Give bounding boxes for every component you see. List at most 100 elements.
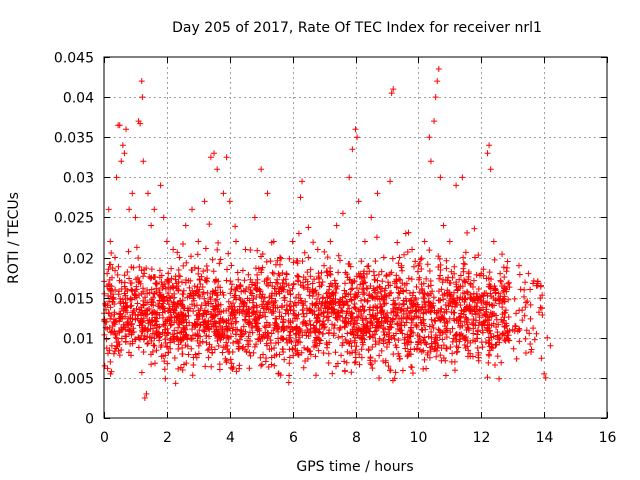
- data-point: [153, 347, 160, 354]
- data-point: [295, 352, 302, 359]
- data-point: [262, 324, 269, 331]
- data-point: [211, 346, 218, 353]
- data-point: [391, 336, 398, 343]
- data-point: [314, 246, 321, 253]
- data-point: [346, 174, 353, 181]
- data-point: [491, 283, 498, 290]
- data-point: [503, 286, 510, 293]
- data-point: [190, 308, 197, 315]
- data-point: [271, 362, 278, 369]
- data-point: [286, 354, 293, 361]
- data-point: [140, 273, 147, 280]
- data-point: [344, 348, 351, 355]
- data-point: [167, 339, 174, 346]
- data-point: [409, 246, 416, 253]
- y-tick-label: 0.005: [54, 372, 94, 388]
- data-point: [203, 309, 210, 316]
- data-point: [208, 363, 215, 370]
- data-point: [298, 297, 305, 304]
- data-point: [418, 339, 425, 346]
- data-point: [294, 277, 301, 284]
- data-point: [151, 206, 158, 213]
- data-point: [126, 275, 133, 282]
- data-point: [254, 247, 261, 254]
- data-point: [158, 272, 165, 279]
- data-point: [457, 331, 464, 338]
- data-point: [241, 299, 248, 306]
- data-point: [239, 267, 246, 274]
- data-point: [212, 277, 219, 284]
- data-point: [159, 300, 166, 307]
- data-point: [424, 349, 431, 356]
- data-point: [286, 303, 293, 310]
- data-point: [447, 293, 454, 300]
- data-point: [175, 272, 182, 279]
- data-point: [522, 304, 529, 311]
- data-point: [127, 280, 134, 287]
- data-point: [139, 328, 146, 335]
- data-point: [519, 317, 526, 324]
- data-point: [150, 342, 157, 349]
- data-point: [309, 280, 316, 287]
- data-point: [289, 285, 296, 292]
- data-point: [361, 307, 368, 314]
- data-point: [482, 317, 489, 324]
- data-point: [195, 350, 202, 357]
- data-point: [391, 301, 398, 308]
- data-point: [277, 372, 284, 379]
- data-point: [368, 320, 375, 327]
- data-point: [365, 346, 372, 353]
- data-point: [480, 266, 487, 273]
- data-point: [130, 264, 137, 271]
- data-point: [322, 305, 329, 312]
- data-point: [138, 317, 145, 324]
- data-point: [381, 300, 388, 307]
- data-point: [366, 311, 373, 318]
- data-point: [246, 297, 253, 304]
- data-point: [437, 308, 444, 315]
- data-point: [163, 238, 170, 245]
- data-point: [126, 206, 133, 213]
- data-point: [314, 296, 321, 303]
- data-point: [246, 329, 253, 336]
- data-point: [254, 276, 261, 283]
- data-point: [245, 306, 252, 313]
- data-point: [217, 301, 224, 308]
- data-point: [456, 314, 463, 321]
- data-point: [467, 280, 474, 287]
- data-point: [245, 343, 252, 350]
- data-point: [392, 342, 399, 349]
- data-point: [341, 358, 348, 365]
- data-point: [107, 238, 114, 245]
- data-point: [373, 234, 380, 241]
- data-point: [530, 280, 537, 287]
- data-point: [111, 348, 118, 355]
- data-point: [354, 134, 361, 141]
- data-point: [186, 293, 193, 300]
- data-point: [335, 252, 342, 259]
- data-point: [496, 296, 503, 303]
- data-point: [171, 327, 178, 334]
- data-point: [424, 261, 431, 268]
- data-point: [346, 260, 353, 267]
- data-point: [337, 257, 344, 264]
- data-point: [489, 302, 496, 309]
- data-point: [200, 310, 207, 317]
- data-point: [157, 343, 164, 350]
- data-point: [181, 316, 188, 323]
- data-point: [250, 349, 257, 356]
- data-point: [137, 120, 144, 127]
- data-point: [133, 305, 140, 312]
- data-point: [267, 337, 274, 344]
- data-point: [293, 326, 300, 333]
- data-point: [135, 292, 142, 299]
- data-point: [436, 275, 443, 282]
- data-point: [414, 268, 421, 275]
- data-point: [247, 247, 254, 254]
- data-point: [170, 246, 177, 253]
- data-point: [300, 364, 307, 371]
- data-point: [411, 346, 418, 353]
- data-point: [150, 299, 157, 306]
- data-point: [415, 276, 422, 283]
- data-point: [115, 263, 122, 270]
